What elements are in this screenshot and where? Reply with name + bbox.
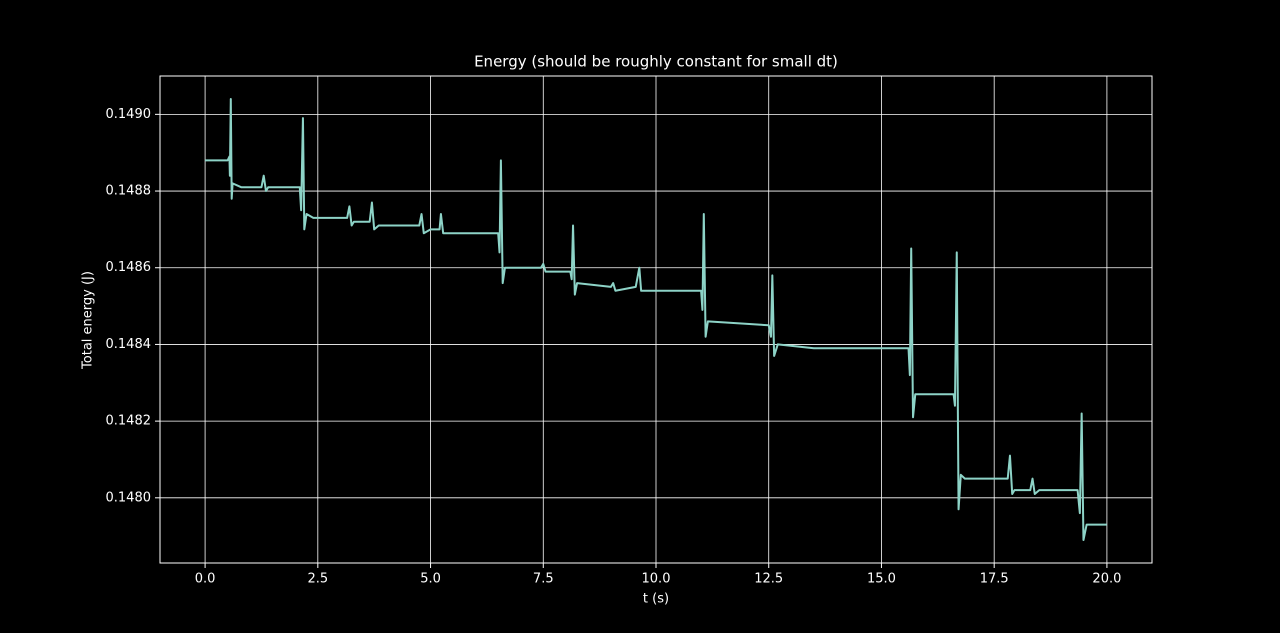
x-tick-label: 7.5 (533, 572, 554, 587)
x-axis-label: t (s) (643, 592, 669, 607)
x-tick-label: 5.0 (420, 572, 441, 587)
y-tick-label: 0.1488 (106, 184, 152, 199)
x-tick-label: 12.5 (754, 572, 783, 587)
y-tick-label: 0.1480 (106, 490, 152, 505)
x-tick-label: 15.0 (867, 572, 896, 587)
x-tick-label: 20.0 (1092, 572, 1121, 587)
x-tick-label: 17.5 (980, 572, 1009, 587)
y-tick-label: 0.1490 (106, 107, 152, 122)
x-tick-label: 10.0 (642, 572, 671, 587)
plot-frame (159, 75, 1153, 564)
y-tick-label: 0.1482 (106, 414, 152, 429)
y-tick-label: 0.1484 (106, 337, 152, 352)
y-axis-label: Total energy (J) (81, 271, 96, 370)
x-tick-label: 0.0 (195, 572, 216, 587)
y-tick-label: 0.1486 (106, 260, 152, 275)
chart-title: Energy (should be roughly constant for s… (474, 53, 838, 71)
x-tick-label: 2.5 (307, 572, 328, 587)
data-line (205, 98, 1107, 541)
